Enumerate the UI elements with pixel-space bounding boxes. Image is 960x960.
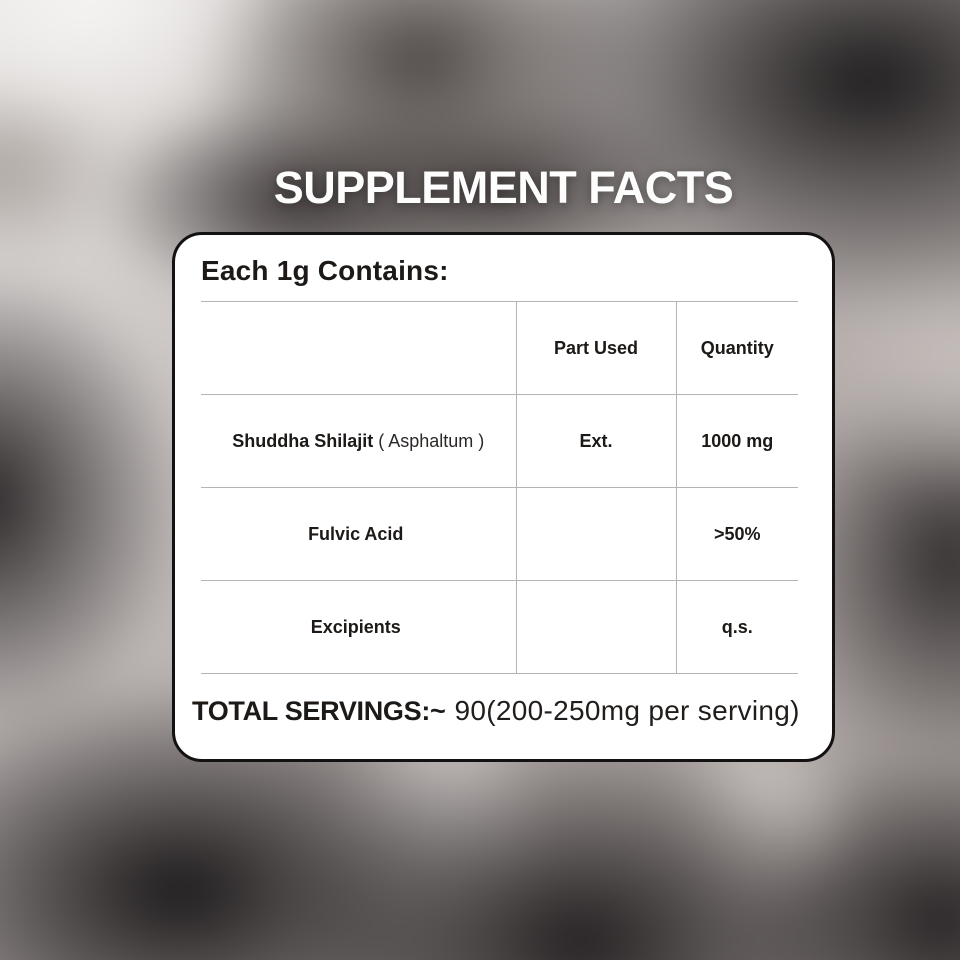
card-heading: Each 1g Contains: [201, 255, 449, 286]
table-row: Shuddha Shilajit( Asphaltum ) Ext. 1000 … [201, 394, 798, 488]
cell-quantity: q.s. [675, 580, 798, 674]
cell-ingredient: Fulvic Acid [201, 487, 516, 581]
page-title: SUPPLEMENT FACTS [273, 162, 734, 213]
column-header-part-used: Part Used [515, 301, 676, 395]
ingredient-name: Shuddha Shilajit [232, 430, 374, 451]
column-header-ingredient [201, 301, 516, 395]
cell-part-used: Ext. [515, 394, 676, 488]
cell-part-used [515, 487, 676, 581]
cell-quantity: >50% [675, 487, 798, 581]
facts-card: Each 1g Contains: Part Used Quantity Shu… [172, 232, 835, 762]
total-servings-value: 90(200-250mg per serving) [454, 695, 800, 726]
cell-part-used [515, 580, 676, 674]
ingredient-name: Excipients [310, 616, 401, 637]
cell-ingredient: Excipients [201, 580, 516, 674]
ingredient-note: ( Asphaltum ) [378, 430, 485, 451]
facts-table: Part Used Quantity Shuddha Shilajit( Asp… [201, 301, 798, 674]
cell-ingredient: Shuddha Shilajit( Asphaltum ) [201, 394, 516, 488]
ingredient-name: Fulvic Acid [308, 523, 404, 544]
table-row: Fulvic Acid >50% [201, 487, 798, 581]
total-servings-line: TOTAL SERVINGS:~ 90(200-250mg per servin… [192, 695, 806, 727]
total-servings-label: TOTAL SERVINGS:~ [192, 696, 446, 726]
table-header-row: Part Used Quantity [201, 301, 798, 395]
column-header-quantity: Quantity [675, 301, 798, 395]
cell-quantity: 1000 mg [675, 394, 798, 488]
table-row: Excipients q.s. [201, 580, 798, 674]
